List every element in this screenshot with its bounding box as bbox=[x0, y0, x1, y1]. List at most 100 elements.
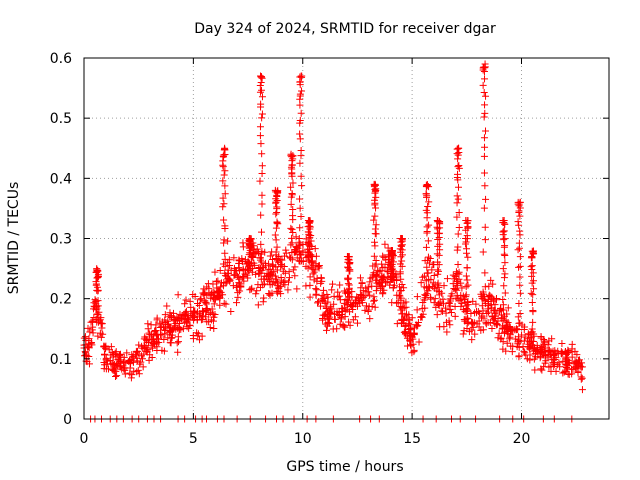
data-point bbox=[471, 309, 479, 317]
data-point bbox=[355, 297, 363, 305]
data-point bbox=[201, 297, 209, 305]
data-point bbox=[319, 311, 327, 319]
data-point bbox=[550, 351, 558, 359]
y-tick-label: 0.4 bbox=[50, 171, 72, 187]
data-point bbox=[364, 283, 372, 291]
data-point bbox=[297, 251, 305, 259]
data-point bbox=[463, 276, 471, 284]
data-point bbox=[490, 314, 498, 322]
data-point bbox=[82, 349, 90, 357]
data-point bbox=[415, 338, 423, 346]
data-point bbox=[340, 299, 348, 307]
data-point bbox=[247, 285, 255, 293]
data-point bbox=[258, 200, 266, 208]
data-point bbox=[334, 293, 342, 301]
data-point bbox=[463, 306, 471, 314]
data-point bbox=[442, 304, 450, 312]
data-point bbox=[287, 183, 295, 191]
data-point bbox=[234, 293, 242, 301]
data-point bbox=[253, 287, 261, 295]
data-point bbox=[500, 316, 508, 324]
data-point bbox=[528, 325, 536, 333]
data-point bbox=[530, 285, 538, 293]
data-point bbox=[100, 342, 108, 350]
data-point bbox=[514, 313, 522, 321]
data-point bbox=[448, 290, 456, 298]
data-point bbox=[87, 338, 95, 346]
data-point bbox=[501, 289, 509, 297]
data-point bbox=[261, 272, 269, 280]
data-point bbox=[393, 291, 401, 299]
data-point bbox=[494, 317, 502, 325]
data-point bbox=[389, 258, 397, 266]
data-point bbox=[348, 302, 356, 310]
data-point bbox=[258, 191, 266, 199]
data-point bbox=[578, 374, 586, 382]
data-point bbox=[346, 321, 354, 329]
data-point bbox=[236, 287, 244, 295]
data-point bbox=[577, 373, 585, 381]
data-point bbox=[500, 219, 508, 227]
data-point bbox=[434, 267, 442, 275]
data-point bbox=[519, 343, 527, 351]
data-point bbox=[235, 256, 243, 264]
data-point bbox=[423, 214, 431, 222]
data-point bbox=[287, 254, 295, 262]
data-point bbox=[220, 239, 228, 247]
data-point bbox=[295, 257, 303, 265]
data-point bbox=[455, 275, 463, 283]
data-point bbox=[379, 283, 387, 291]
data-point bbox=[230, 271, 238, 279]
data-point bbox=[424, 253, 432, 261]
data-point bbox=[515, 221, 523, 229]
data-point bbox=[219, 163, 227, 171]
data-point bbox=[240, 277, 248, 285]
data-point bbox=[221, 182, 229, 190]
data-point bbox=[405, 329, 413, 337]
data-point bbox=[123, 349, 131, 357]
data-point bbox=[221, 225, 229, 233]
data-point bbox=[443, 275, 451, 283]
data-point bbox=[489, 316, 497, 324]
data-point bbox=[256, 132, 264, 140]
data-point bbox=[312, 260, 320, 268]
data-point bbox=[88, 317, 96, 325]
data-point bbox=[272, 263, 280, 271]
data-point bbox=[423, 290, 431, 298]
data-point bbox=[304, 252, 312, 260]
data-point bbox=[463, 249, 471, 257]
data-point bbox=[272, 198, 280, 206]
data-point bbox=[273, 218, 281, 226]
data-point bbox=[330, 292, 338, 300]
data-point bbox=[403, 334, 411, 342]
data-point bbox=[482, 92, 490, 100]
data-point bbox=[398, 304, 406, 312]
y-tick-label: 0.6 bbox=[50, 51, 72, 67]
data-point bbox=[362, 302, 370, 310]
data-point bbox=[454, 243, 462, 251]
data-point bbox=[462, 283, 470, 291]
data-point bbox=[406, 321, 414, 329]
data-point bbox=[329, 325, 337, 333]
data-point bbox=[186, 322, 194, 330]
data-point bbox=[370, 216, 378, 224]
data-point bbox=[527, 333, 535, 341]
data-point bbox=[460, 327, 468, 335]
data-point bbox=[371, 212, 379, 220]
data-point bbox=[482, 300, 490, 308]
data-point bbox=[150, 332, 158, 340]
data-point bbox=[451, 302, 459, 310]
data-point bbox=[464, 253, 472, 261]
data-point bbox=[296, 242, 304, 250]
data-point bbox=[93, 286, 101, 294]
data-point bbox=[372, 287, 380, 295]
data-point bbox=[144, 320, 152, 328]
data-point bbox=[288, 234, 296, 242]
data-point bbox=[257, 211, 265, 219]
data-point bbox=[200, 290, 208, 298]
data-point bbox=[296, 101, 304, 109]
data-point bbox=[424, 237, 432, 245]
data-point bbox=[309, 265, 317, 273]
data-point bbox=[113, 372, 121, 380]
data-point bbox=[296, 159, 304, 167]
